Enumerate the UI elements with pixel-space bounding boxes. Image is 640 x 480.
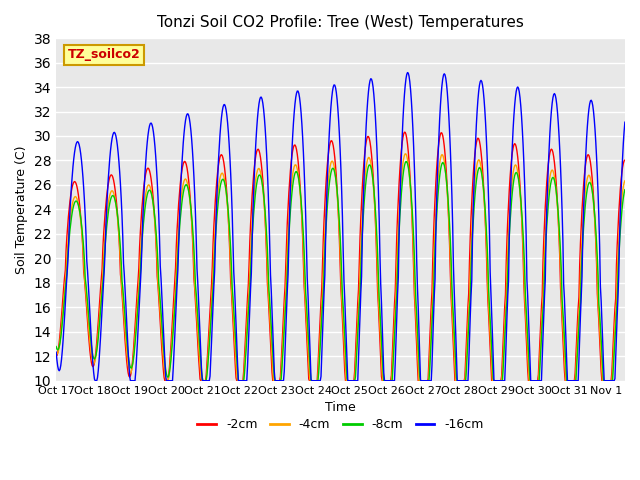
-4cm [163,378,170,384]
Line: -8cm: -8cm [56,161,625,381]
-8cm [476,165,483,170]
Line: -4cm: -4cm [56,154,625,381]
-2cm [54,346,62,351]
-4cm [132,325,140,331]
Line: -2cm: -2cm [56,132,625,381]
-2cm [462,356,470,362]
-4cm [462,371,470,377]
-4cm [54,348,62,354]
-16cm [54,367,62,372]
-4cm [52,350,60,356]
-8cm [402,158,410,164]
-16cm [462,378,470,384]
Line: -16cm: -16cm [56,72,625,381]
-4cm [621,178,628,184]
-16cm [92,378,99,384]
-8cm [317,328,325,334]
-8cm [296,182,303,188]
-16cm [52,349,60,355]
-8cm [132,332,140,338]
X-axis label: Time: Time [325,401,356,414]
-16cm [476,83,483,88]
-2cm [401,129,408,135]
-2cm [476,138,483,144]
-8cm [462,378,470,384]
-16cm [317,373,325,379]
-8cm [52,344,60,349]
Legend: -2cm, -4cm, -8cm, -16cm: -2cm, -4cm, -8cm, -16cm [192,413,489,436]
-4cm [296,184,303,190]
-4cm [317,316,325,322]
-2cm [132,312,140,318]
-2cm [161,378,169,384]
-2cm [52,353,60,359]
-2cm [621,157,628,163]
-4cm [476,157,483,163]
Y-axis label: Soil Temperature (C): Soil Temperature (C) [15,145,28,274]
-16cm [621,120,628,125]
-16cm [404,70,412,75]
-16cm [296,95,303,101]
Title: Tonzi Soil CO2 Profile: Tree (West) Temperatures: Tonzi Soil CO2 Profile: Tree (West) Temp… [157,15,524,30]
-16cm [132,356,140,362]
-8cm [54,346,62,352]
-2cm [317,299,325,304]
-4cm [401,151,409,156]
-8cm [199,378,207,384]
-2cm [296,176,303,181]
-8cm [621,187,628,192]
Text: TZ_soilco2: TZ_soilco2 [68,48,140,61]
